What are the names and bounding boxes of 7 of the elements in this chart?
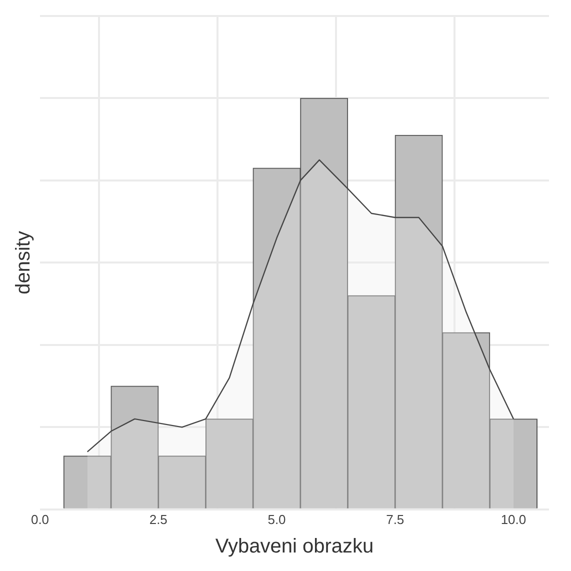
y-axis-title: density [12, 231, 35, 294]
x-tick-label: 7.5 [386, 512, 404, 527]
x-tick-label: 5.0 [268, 512, 286, 527]
x-tick-label: 2.5 [149, 512, 168, 527]
x-axis-title: Vybaveni obrazku [215, 536, 374, 558]
x-tick-label: 10.0 [500, 512, 526, 527]
x-tick-label: 0.0 [30, 512, 50, 527]
